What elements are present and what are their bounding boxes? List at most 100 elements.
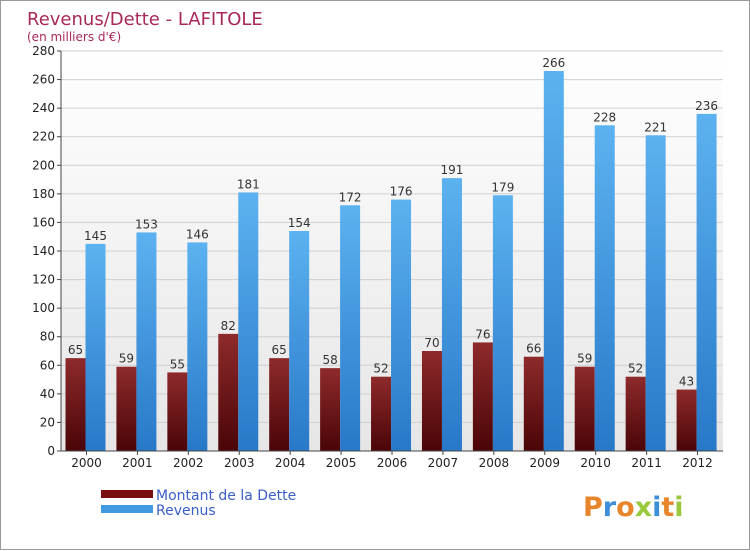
bar-revenus xyxy=(289,231,310,451)
proxiti-logo: Proxiti xyxy=(583,492,684,523)
data-label: 76 xyxy=(475,327,490,341)
bar-dette xyxy=(676,389,697,451)
legend: Montant de la Dette Revenus xyxy=(101,488,296,519)
bar-revenus xyxy=(187,242,208,451)
x-tick-label: 2008 xyxy=(479,456,510,470)
data-label: 59 xyxy=(577,352,592,366)
bar-dette xyxy=(421,351,442,451)
logo-letter: P xyxy=(583,492,603,523)
bar-revenus xyxy=(543,71,564,451)
x-tick-label: 2012 xyxy=(682,456,713,470)
bar-dette xyxy=(371,376,392,451)
data-label: 58 xyxy=(322,353,337,367)
x-tick-label: 2001 xyxy=(122,456,153,470)
legend-label-revenus: Revenus xyxy=(156,503,216,519)
x-tick-label: 2002 xyxy=(173,456,204,470)
data-label: 55 xyxy=(170,357,185,371)
bar-revenus xyxy=(85,243,106,451)
data-label: 146 xyxy=(186,227,209,241)
x-tick-label: 2010 xyxy=(580,456,611,470)
logo-letter: o xyxy=(616,492,635,523)
bar-dette xyxy=(218,333,239,451)
x-tick-label: 2004 xyxy=(275,456,306,470)
bar-dette xyxy=(472,342,493,451)
data-label: 236 xyxy=(695,99,718,113)
y-tick-label: 180 xyxy=(32,187,55,201)
bar-revenus xyxy=(441,178,462,451)
y-axis: 0 20 40 60 80 100 120 140 160 180 200 220 240 260 280 xyxy=(32,44,62,458)
data-label: 228 xyxy=(593,110,616,124)
data-label: 65 xyxy=(272,343,287,357)
logo-letter: i xyxy=(674,492,683,523)
data-label: 82 xyxy=(221,319,236,333)
bar-revenus xyxy=(594,125,615,452)
y-tick-label: 60 xyxy=(40,358,55,372)
data-label: 179 xyxy=(491,180,514,194)
bar-revenus xyxy=(238,192,259,451)
x-tick-label: 2006 xyxy=(377,456,408,470)
bar-revenus xyxy=(136,232,157,451)
y-tick-label: 120 xyxy=(32,273,55,287)
bar-dette xyxy=(320,368,341,451)
bar-dette xyxy=(116,366,137,451)
chart-subtitle: (en milliers d'€) xyxy=(27,30,121,44)
y-tick-label: 140 xyxy=(32,244,55,258)
x-tick-label: 2009 xyxy=(529,456,560,470)
logo-letter: t xyxy=(661,492,674,523)
bar-revenus xyxy=(391,199,412,451)
x-axis: 2000 2001 2002 2003 2004 2005 2006 2007 2008 2009… xyxy=(61,450,723,470)
y-tick-label: 0 xyxy=(47,444,55,458)
y-tick-label: 220 xyxy=(32,130,55,144)
x-tick-label: 2003 xyxy=(224,456,255,470)
data-label: 70 xyxy=(424,336,439,350)
y-tick-label: 280 xyxy=(32,44,55,58)
data-label: 59 xyxy=(119,352,134,366)
data-label: 52 xyxy=(628,362,643,376)
data-label: 191 xyxy=(441,163,464,177)
data-label: 52 xyxy=(373,362,388,376)
bar-dette xyxy=(269,358,290,451)
bars xyxy=(65,71,717,452)
data-label: 66 xyxy=(526,342,541,356)
data-label: 65 xyxy=(68,343,83,357)
bar-dette xyxy=(65,358,86,451)
y-tick-label: 260 xyxy=(32,73,55,87)
data-label: 181 xyxy=(237,177,260,191)
chart-title: Revenus/Dette - LAFITOLE xyxy=(27,9,263,30)
x-tick-label: 2007 xyxy=(428,456,459,470)
legend-swatch-revenus xyxy=(101,505,153,513)
data-label: 43 xyxy=(679,375,694,389)
logo-letter: i xyxy=(652,492,661,523)
legend-swatch-debt xyxy=(101,490,153,498)
logo-letter: x xyxy=(635,492,652,523)
bar-dette xyxy=(167,372,188,451)
bar-dette xyxy=(574,366,595,451)
data-label: 154 xyxy=(288,216,311,230)
y-tick-label: 100 xyxy=(32,301,55,315)
data-label: 221 xyxy=(644,120,667,134)
bar-revenus xyxy=(492,195,513,451)
y-tick-label: 20 xyxy=(40,415,55,429)
bar-revenus xyxy=(340,205,361,451)
y-tick-label: 240 xyxy=(32,101,55,115)
data-label: 266 xyxy=(542,56,565,70)
data-label: 145 xyxy=(84,229,107,243)
bar-dette xyxy=(523,356,544,451)
bar-revenus xyxy=(696,113,717,451)
x-tick-label: 2011 xyxy=(631,456,662,470)
y-tick-label: 160 xyxy=(32,215,55,229)
y-tick-label: 40 xyxy=(40,387,55,401)
y-tick-label: 80 xyxy=(40,330,55,344)
x-tick-label: 2000 xyxy=(71,456,102,470)
bar-dette xyxy=(625,376,646,451)
x-tick-label: 2005 xyxy=(326,456,357,470)
bar-revenus xyxy=(645,135,666,452)
y-tick-label: 200 xyxy=(32,158,55,172)
logo-letter: r xyxy=(603,492,617,523)
data-labels: 65 145 59 153 55 146 82 181 65 154 58 172 52 176 70 191… xyxy=(68,56,718,389)
data-label: 176 xyxy=(390,185,413,199)
data-label: 172 xyxy=(339,190,362,204)
legend-label-debt: Montant de la Dette xyxy=(156,488,296,504)
data-label: 153 xyxy=(135,217,158,231)
